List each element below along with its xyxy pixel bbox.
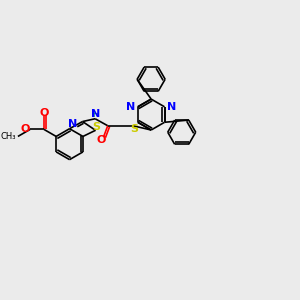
- Text: H: H: [92, 110, 99, 119]
- Text: O: O: [39, 107, 49, 118]
- Text: CH₃: CH₃: [1, 132, 16, 141]
- Text: N: N: [167, 102, 176, 112]
- Text: O: O: [97, 135, 106, 145]
- Text: N: N: [91, 109, 100, 119]
- Text: O: O: [20, 124, 29, 134]
- Text: N: N: [68, 119, 77, 129]
- Text: N: N: [126, 102, 135, 112]
- Text: S: S: [130, 124, 138, 134]
- Text: S: S: [92, 122, 101, 132]
